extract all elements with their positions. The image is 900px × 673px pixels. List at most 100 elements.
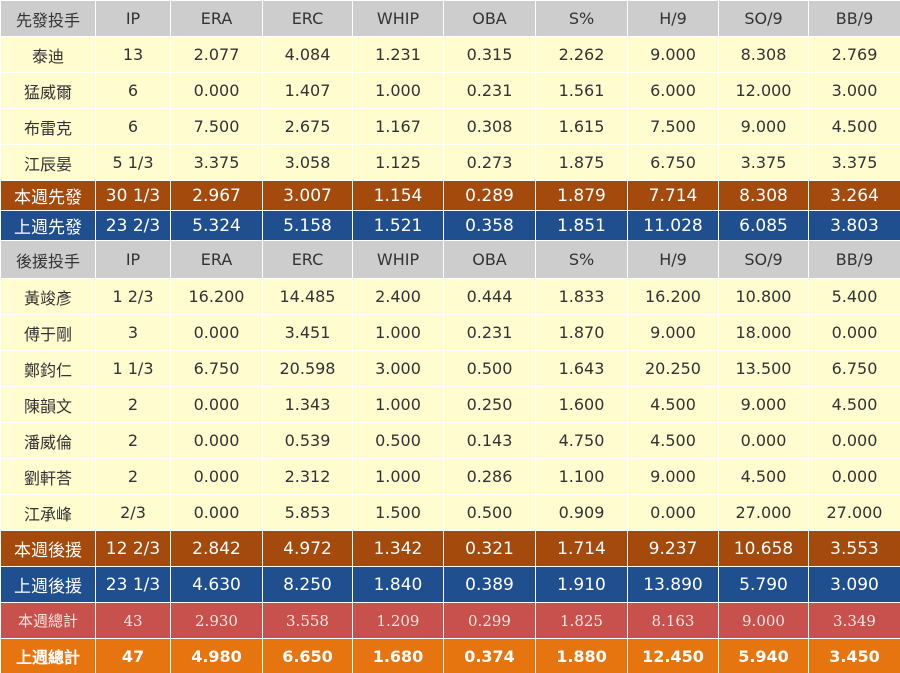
cell: 2 (95, 422, 171, 459)
cell: 8.250 (262, 566, 353, 603)
cell: 0.539 (262, 422, 353, 459)
cell: 20.598 (262, 350, 353, 387)
cell: OBA (443, 0, 536, 37)
cell: 1.600 (535, 386, 628, 423)
cell: 3.375 (170, 144, 263, 181)
cell: 7.714 (627, 180, 719, 211)
cell: 1.231 (352, 36, 444, 73)
cell: 12 2/3 (95, 530, 171, 567)
cell: 5.158 (262, 210, 353, 241)
cell: S% (535, 240, 628, 279)
cell: 黃竣彥 (0, 278, 96, 315)
data-row: 布雷克 6 7.500 2.675 1.167 0.308 1.615 7.500 9.000 4… (0, 108, 900, 145)
cell: 2.262 (535, 36, 628, 73)
cell: 4.630 (170, 566, 263, 603)
cell: WHIP (352, 240, 444, 279)
total-last-week-row: 上週總計 47 4.980 6.650 1.680 0.374 1.880 12.450 5.9… (0, 638, 900, 673)
cell: 6.650 (262, 638, 353, 673)
cell: 0.444 (443, 278, 536, 315)
cell: BB/9 (808, 240, 900, 279)
header-row: 先發投手 IP ERA ERC WHIP OBA S% H/9 SO/9 BB/9 (0, 0, 900, 37)
cell: 2.930 (170, 602, 263, 639)
cell: 1.825 (535, 602, 628, 639)
cell: 泰迪 (0, 36, 96, 73)
cell: 0.299 (443, 602, 536, 639)
cell: 7.500 (170, 108, 263, 145)
cell: 江承峰 (0, 494, 96, 531)
cell: 江辰晏 (0, 144, 96, 181)
cell: 1.643 (535, 350, 628, 387)
cell: 4.750 (535, 422, 628, 459)
cell: 6.750 (627, 144, 719, 181)
cell: 18.000 (718, 314, 809, 351)
cell: 9.000 (718, 602, 809, 639)
cell: 5.324 (170, 210, 263, 241)
cell: ERC (262, 240, 353, 279)
cell: 3.553 (808, 530, 900, 567)
cell: 1.500 (352, 494, 444, 531)
cell: 0.000 (170, 494, 263, 531)
cell: 4.500 (627, 386, 719, 423)
cell: 1.875 (535, 144, 628, 181)
cell: 0.000 (170, 422, 263, 459)
cell: 先發投手 (0, 0, 96, 37)
cell: H/9 (627, 240, 719, 279)
cell: 3.450 (808, 638, 900, 673)
cell: 9.000 (718, 108, 809, 145)
cell: 布雷克 (0, 108, 96, 145)
data-row: 鄭鈞仁 1 1/3 6.750 20.598 3.000 0.500 1.643 20.250… (0, 350, 900, 387)
cell: 4.980 (170, 638, 263, 673)
cell: 1.343 (262, 386, 353, 423)
cell: 0.000 (808, 458, 900, 495)
cell: 2.769 (808, 36, 900, 73)
cell: 3 (95, 314, 171, 351)
cell: 0.000 (170, 386, 263, 423)
cell: 3.349 (808, 602, 900, 639)
data-row: 江承峰 2/3 0.000 5.853 1.500 0.500 0.909 0.000 27.0… (0, 494, 900, 531)
cell: 1.342 (352, 530, 444, 567)
cell: 8.308 (718, 36, 809, 73)
cell: 16.200 (170, 278, 263, 315)
cell: 23 2/3 (95, 210, 171, 241)
cell: 9.000 (718, 386, 809, 423)
this-week-row: 本週先發 30 1/3 2.967 3.007 1.154 0.289 1.879 7.714… (0, 180, 900, 211)
cell: 0.308 (443, 108, 536, 145)
data-row: 傅于剛 3 0.000 3.451 1.000 0.231 1.870 9.000 18.000… (0, 314, 900, 351)
cell: 6.085 (718, 210, 809, 241)
cell: 1.833 (535, 278, 628, 315)
cell: 1.000 (352, 314, 444, 351)
cell: 0.289 (443, 180, 536, 211)
cell: 1.851 (535, 210, 628, 241)
cell: WHIP (352, 0, 444, 37)
cell: 12.450 (627, 638, 719, 673)
cell: 後援投手 (0, 240, 96, 279)
cell: 2 (95, 458, 171, 495)
cell: 13.500 (718, 350, 809, 387)
cell: 1.870 (535, 314, 628, 351)
cell: 1 2/3 (95, 278, 171, 315)
cell: 4.500 (808, 386, 900, 423)
cell: 3.000 (352, 350, 444, 387)
cell: 1.561 (535, 72, 628, 109)
data-row: 陳韻文 2 0.000 1.343 1.000 0.250 1.600 4.500 9.000 4… (0, 386, 900, 423)
last-week-row: 上週先發 23 2/3 5.324 5.158 1.521 0.358 1.851 11.02… (0, 210, 900, 241)
cell: 0.000 (170, 72, 263, 109)
cell: 1.154 (352, 180, 444, 211)
cell: 47 (95, 638, 171, 673)
cell: 本週總計 (0, 602, 96, 639)
cell: 13 (95, 36, 171, 73)
cell: 3.000 (808, 72, 900, 109)
cell: 1 1/3 (95, 350, 171, 387)
cell: 5 1/3 (95, 144, 171, 181)
cell: 1.100 (535, 458, 628, 495)
cell: 0.143 (443, 422, 536, 459)
cell: 9.000 (627, 36, 719, 73)
cell: 上週總計 (0, 638, 96, 673)
cell: 2.077 (170, 36, 263, 73)
cell: 4.500 (718, 458, 809, 495)
cell: 0.000 (808, 422, 900, 459)
cell: 0.374 (443, 638, 536, 673)
cell: ERC (262, 0, 353, 37)
cell: 1.407 (262, 72, 353, 109)
